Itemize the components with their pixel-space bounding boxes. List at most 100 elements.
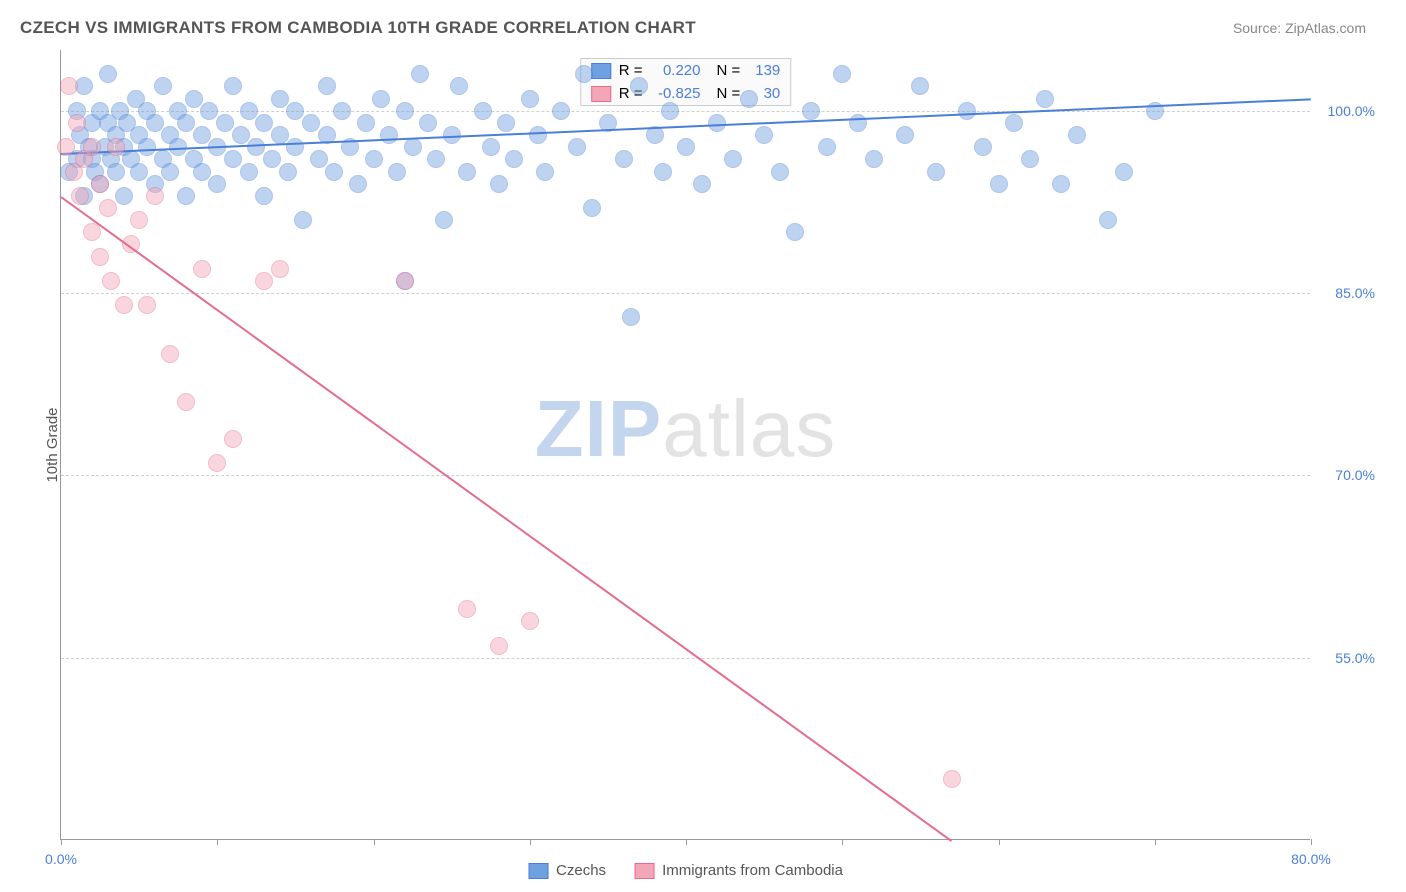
scatter-point xyxy=(427,150,445,168)
scatter-point xyxy=(771,163,789,181)
scatter-point xyxy=(927,163,945,181)
xtick xyxy=(1311,839,1312,845)
scatter-point xyxy=(458,163,476,181)
scatter-point xyxy=(240,163,258,181)
scatter-point xyxy=(271,90,289,108)
swatch-czechs-bottom xyxy=(528,863,548,879)
scatter-point xyxy=(286,102,304,120)
scatter-point xyxy=(708,114,726,132)
scatter-point xyxy=(622,308,640,326)
scatter-point xyxy=(521,612,539,630)
n-label-1: N = xyxy=(717,85,741,102)
xtick xyxy=(999,839,1000,845)
scatter-point xyxy=(1099,211,1117,229)
scatter-point xyxy=(255,187,273,205)
scatter-point xyxy=(661,102,679,120)
scatter-point xyxy=(193,163,211,181)
scatter-point xyxy=(177,187,195,205)
gridline xyxy=(61,293,1310,294)
scatter-point xyxy=(1005,114,1023,132)
gridline xyxy=(61,658,1310,659)
ytick-label: 100.0% xyxy=(1328,103,1375,119)
legend-item-czechs: Czechs xyxy=(528,862,606,879)
scatter-point xyxy=(83,138,101,156)
scatter-point xyxy=(396,272,414,290)
scatter-point xyxy=(474,102,492,120)
ytick-label: 70.0% xyxy=(1335,467,1375,483)
scatter-point xyxy=(185,90,203,108)
xtick-label: 0.0% xyxy=(45,851,77,867)
scatter-point xyxy=(91,248,109,266)
scatter-point xyxy=(693,175,711,193)
scatter-point xyxy=(724,150,742,168)
r-value-0: 0.220 xyxy=(651,62,701,79)
scatter-point xyxy=(177,114,195,132)
scatter-point xyxy=(325,163,343,181)
scatter-point xyxy=(302,114,320,132)
scatter-point xyxy=(990,175,1008,193)
scatter-point xyxy=(57,138,75,156)
scatter-point xyxy=(68,114,86,132)
scatter-point xyxy=(91,175,109,193)
scatter-point xyxy=(99,65,117,83)
scatter-point xyxy=(310,150,328,168)
scatter-point xyxy=(208,454,226,472)
scatter-point xyxy=(130,163,148,181)
scatter-point xyxy=(349,175,367,193)
scatter-point xyxy=(865,150,883,168)
scatter-point xyxy=(521,90,539,108)
scatter-point xyxy=(99,199,117,217)
watermark: ZIPatlas xyxy=(535,383,836,475)
series-name-1: Immigrants from Cambodia xyxy=(662,862,843,879)
scatter-point xyxy=(154,77,172,95)
scatter-point xyxy=(200,102,218,120)
scatter-point xyxy=(255,114,273,132)
scatter-point xyxy=(974,138,992,156)
swatch-cambodia-bottom xyxy=(634,863,654,879)
scatter-point xyxy=(677,138,695,156)
scatter-point xyxy=(75,77,93,95)
xtick xyxy=(374,839,375,845)
scatter-point xyxy=(107,163,125,181)
scatter-point xyxy=(208,175,226,193)
scatter-point xyxy=(115,187,133,205)
scatter-point xyxy=(802,102,820,120)
xtick xyxy=(217,839,218,845)
legend-row-cambodia: R = -0.825 N = 30 xyxy=(581,82,791,105)
xtick xyxy=(61,839,62,845)
scatter-point xyxy=(224,77,242,95)
page-title: CZECH VS IMMIGRANTS FROM CAMBODIA 10TH G… xyxy=(20,18,696,38)
scatter-point xyxy=(138,138,156,156)
xtick xyxy=(1155,839,1156,845)
gridline xyxy=(61,475,1310,476)
xtick-label: 80.0% xyxy=(1291,851,1331,867)
scatter-point xyxy=(161,163,179,181)
scatter-point xyxy=(138,296,156,314)
scatter-point xyxy=(318,77,336,95)
scatter-point xyxy=(911,77,929,95)
scatter-point xyxy=(216,114,234,132)
scatter-point xyxy=(529,126,547,144)
ytick-label: 85.0% xyxy=(1335,285,1375,301)
scatter-point xyxy=(380,126,398,144)
swatch-cambodia xyxy=(591,86,611,102)
scatter-point xyxy=(755,126,773,144)
scatter-point xyxy=(419,114,437,132)
scatter-point xyxy=(943,770,961,788)
scatter-point xyxy=(458,600,476,618)
scatter-point xyxy=(193,126,211,144)
legend-row-czechs: R = 0.220 N = 139 xyxy=(581,59,791,82)
scatter-point xyxy=(1021,150,1039,168)
scatter-point xyxy=(60,77,78,95)
xtick xyxy=(842,839,843,845)
scatter-point xyxy=(896,126,914,144)
scatter-point xyxy=(849,114,867,132)
scatter-point xyxy=(450,77,468,95)
scatter-point xyxy=(1115,163,1133,181)
scatter-point xyxy=(818,138,836,156)
scatter-point xyxy=(490,175,508,193)
xtick xyxy=(686,839,687,845)
scatter-point xyxy=(552,102,570,120)
scatter-point xyxy=(357,114,375,132)
scatter-point xyxy=(102,272,120,290)
